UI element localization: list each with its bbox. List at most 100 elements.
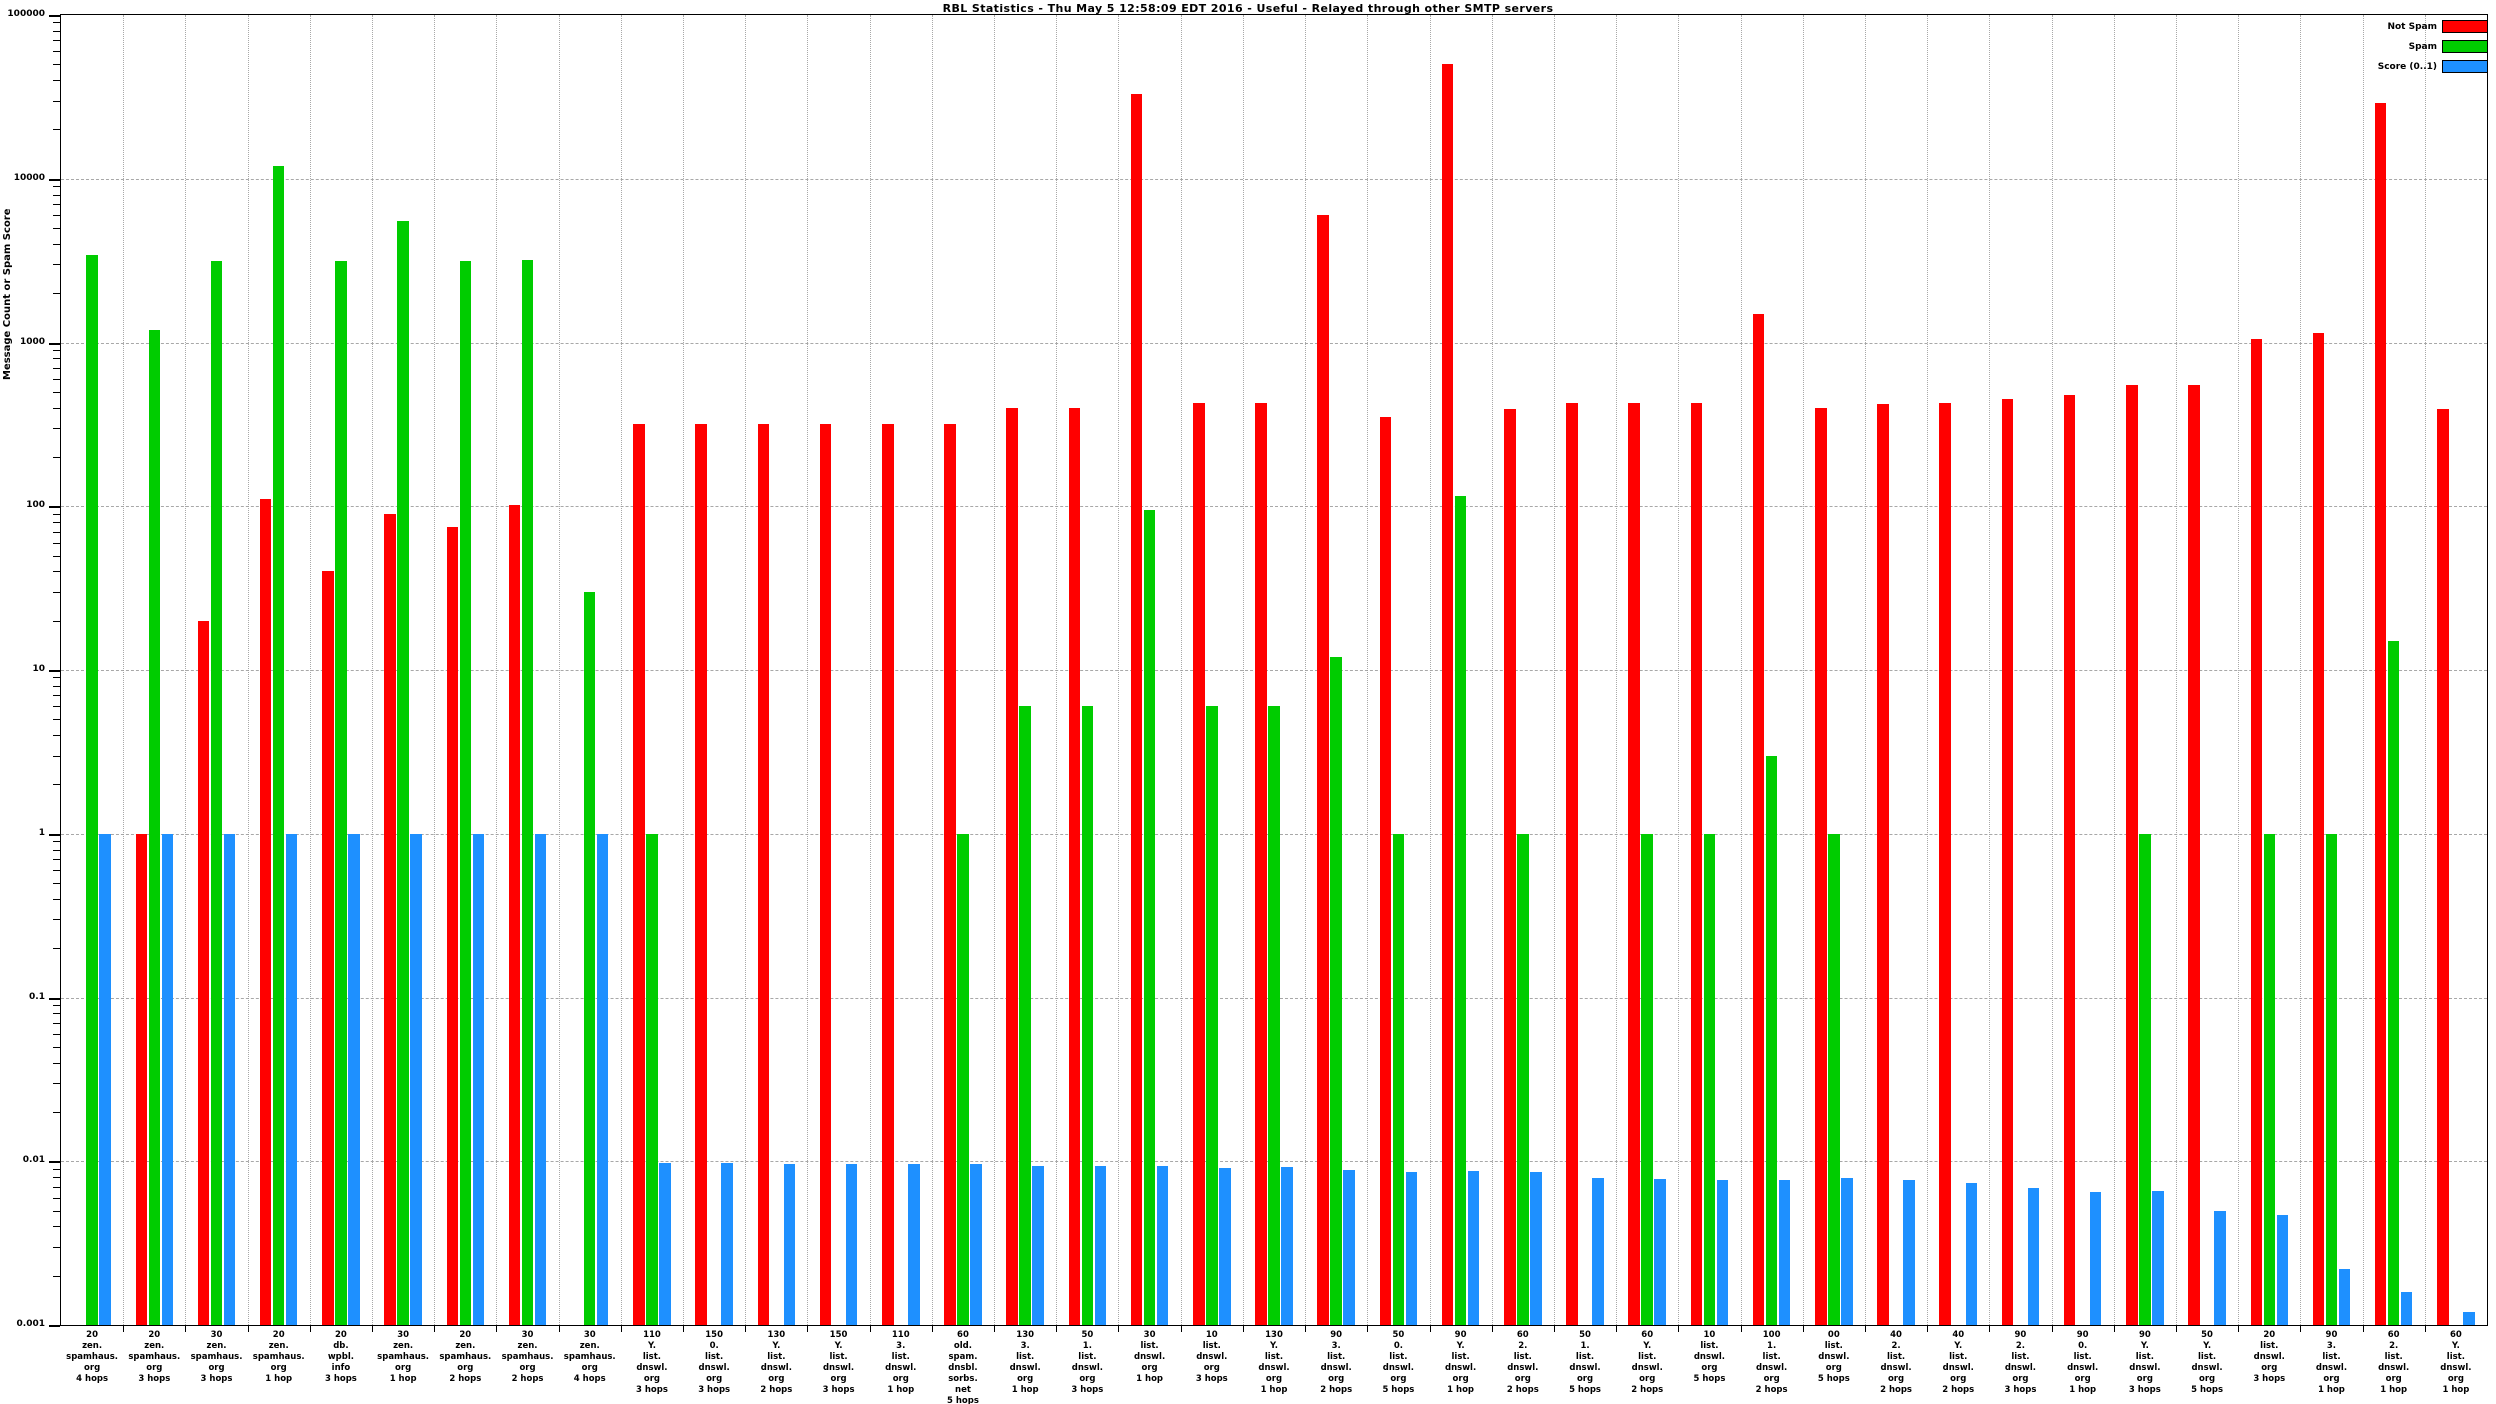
- x-tick: [1118, 1326, 1120, 1332]
- x-tick-label-line: list.: [2011, 1352, 2030, 1362]
- x-tick-label-line: org: [2385, 1374, 2402, 1384]
- x-tick-label-line: 30: [583, 1330, 596, 1340]
- y-tick-major: [49, 1325, 60, 1327]
- x-tick-label-line: 3 hops: [698, 1385, 731, 1395]
- y-tick-minor: [53, 228, 60, 230]
- x-tick-label-line: 2 hops: [1320, 1385, 1353, 1395]
- x-tick-label: 60 old. spam. dnsbl. sorbs. net 5 hops: [932, 1330, 994, 1404]
- legend-item-not_spam: Not Spam: [2338, 18, 2488, 35]
- x-tick: [1491, 1326, 1493, 1332]
- gridline-vertical: [1242, 15, 1244, 1325]
- x-tick-label-line: dnswl.: [2004, 1363, 2037, 1373]
- gridline-vertical: [2424, 15, 2426, 1325]
- x-tick-label-line: 00: [1827, 1330, 1840, 1340]
- x-tick-label-line: 30: [397, 1330, 410, 1340]
- y-tick-minor: [53, 1210, 60, 1212]
- x-tick-label-line: 1 hop: [2442, 1385, 2470, 1395]
- x-tick-label-line: old.: [953, 1341, 972, 1351]
- y-tick-major: [49, 997, 60, 1000]
- x-tick-label-line: 110: [891, 1330, 910, 1340]
- x-tick-label-line: zen.: [268, 1341, 289, 1351]
- x-tick: [372, 1326, 374, 1332]
- gridline-vertical: [2175, 15, 2177, 1325]
- x-tick-label-line: 20: [459, 1330, 472, 1340]
- x-tick-label: 130 3. list. dnswl. org 1 hop: [994, 1330, 1056, 1396]
- y-tick-minor: [53, 1033, 60, 1035]
- x-tick-label-line: 5 hops: [1817, 1374, 1850, 1384]
- x-tick: [807, 1326, 809, 1332]
- x-tick-label-line: org: [208, 1363, 225, 1373]
- x-tick-label-line: dnswl.: [1071, 1363, 1103, 1373]
- y-tick-minor: [53, 22, 60, 24]
- y-tick-minor: [53, 407, 60, 409]
- gridline-vertical: [1118, 15, 1120, 1325]
- x-tick-label-line: 1 hop: [389, 1374, 417, 1384]
- x-tick-label-line: org: [768, 1374, 785, 1384]
- y-tick-minor: [53, 677, 60, 679]
- gridline-horizontal: [61, 670, 2487, 671]
- x-axis-labels: 20 zen. spamhaus. org 4 hops 20 zen. spamhaus. o…: [61, 1330, 2487, 1404]
- x-tick-label-line: 2.: [1518, 1341, 1528, 1351]
- x-tick-label-line: dnswl.: [1258, 1363, 1290, 1373]
- y-tick-major: [49, 342, 60, 345]
- x-tick-label-line: 3 hops: [1071, 1385, 1104, 1395]
- y-tick-minor: [53, 243, 60, 245]
- y-tick-label: 0.001: [16, 1319, 45, 1329]
- x-tick-label-line: 3 hops: [324, 1374, 357, 1384]
- x-tick-label-line: 50: [1081, 1330, 1094, 1340]
- x-tick-label-line: list.: [891, 1352, 910, 1362]
- legend-item-score: Score (0..1): [2338, 58, 2488, 75]
- x-tick-label-line: 5 hops: [1569, 1385, 1601, 1395]
- gridline-vertical: [1678, 15, 1680, 1325]
- y-tick-label: 100000: [7, 9, 45, 19]
- y-tick-label: 1: [38, 827, 45, 838]
- x-tick-label: 30 zen. spamhaus. org 3 hops: [185, 1330, 247, 1385]
- x-tick-label-line: 10: [1205, 1330, 1218, 1340]
- y-tick-minor: [53, 1275, 60, 1277]
- x-tick-label-line: 10: [1703, 1330, 1716, 1340]
- x-tick-label-line: Y.: [772, 1341, 781, 1351]
- x-tick-label-line: spam.: [948, 1352, 978, 1362]
- x-tick-label-line: 3 hops: [635, 1385, 668, 1395]
- x-tick-label: 40 Y. list. dnswl. org 2 hops: [1927, 1330, 1989, 1396]
- page-title: RBL Statistics - Thu May 5 12:58:09 EDT …: [942, 2, 1554, 15]
- y-tick-major: [49, 670, 60, 672]
- x-tick: [1242, 1326, 1244, 1332]
- x-tick-label-line: 3 hops: [138, 1374, 171, 1384]
- x-tick: [1740, 1326, 1742, 1332]
- x-tick-label-line: org: [1763, 1374, 1780, 1384]
- x-tick: [683, 1326, 685, 1332]
- gridline-vertical: [2113, 15, 2115, 1325]
- x-tick-label: 20 zen. spamhaus. org 2 hops: [434, 1330, 496, 1385]
- x-tick-label-line: 1.: [1580, 1341, 1590, 1351]
- x-tick-label-line: 3 hops: [2128, 1385, 2161, 1395]
- x-tick: [2113, 1326, 2115, 1332]
- gridline-vertical: [372, 15, 374, 1325]
- x-tick-label-line: list.: [829, 1352, 848, 1362]
- x-tick: [869, 1326, 871, 1332]
- x-tick-label-line: org: [706, 1374, 723, 1384]
- x-tick-label-line: list.: [1824, 1341, 1843, 1351]
- x-tick-label-line: 100: [1762, 1330, 1781, 1340]
- x-tick-label-line: org: [1514, 1374, 1531, 1384]
- x-tick-label-line: Y.: [834, 1341, 843, 1351]
- x-tick-label-line: zen.: [82, 1341, 103, 1351]
- y-tick-minor: [53, 1246, 60, 1248]
- x-tick-label-line: org: [1203, 1363, 1220, 1373]
- x-tick-label-line: dnswl.: [1382, 1363, 1414, 1373]
- x-tick-label: 130 Y. list. dnswl. org 1 hop: [1243, 1330, 1305, 1396]
- gridline-horizontal: [61, 1161, 2487, 1163]
- x-tick-label-line: list.: [1638, 1352, 1657, 1362]
- x-tick-label-line: 1 hop: [1447, 1385, 1475, 1395]
- x-tick-label-line: 130: [1016, 1330, 1035, 1340]
- gridline-vertical: [1802, 15, 1804, 1325]
- x-tick-label: 90 3. list. dnswl. org 2 hops: [1305, 1330, 1367, 1396]
- x-tick-label: 110 3. list. dnswl. org 1 hop: [870, 1330, 932, 1396]
- x-tick-label-line: list.: [1389, 1352, 1408, 1362]
- x-tick-label-line: list.: [1513, 1352, 1532, 1362]
- gridline-horizontal: [61, 997, 2487, 999]
- x-tick-label-line: list.: [2384, 1352, 2403, 1362]
- x-tick-label-line: 20: [334, 1330, 347, 1340]
- legend-label: Not Spam: [2387, 21, 2437, 32]
